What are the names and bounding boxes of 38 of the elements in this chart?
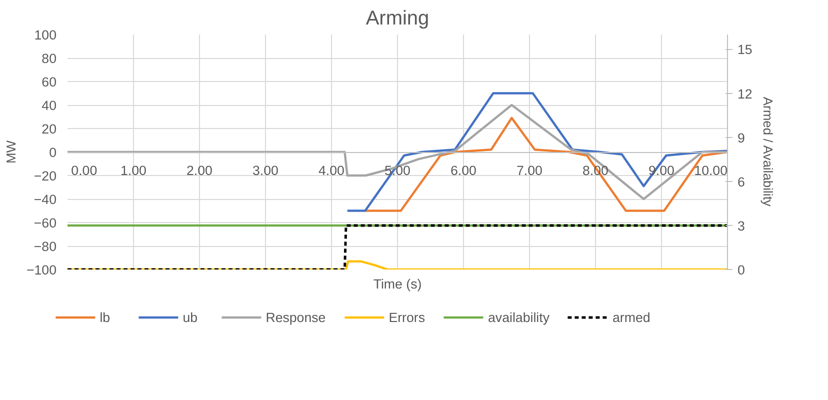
y2-axis-title: Armed / Availability [760,96,776,207]
y2-tick-label: 0 [738,262,745,278]
legend-label: lb [100,310,112,324]
y-axis-title: MW [3,140,18,164]
y-tick-label: −80 [34,239,56,254]
y-tick-label: 0 [49,145,57,160]
line-series [346,92,728,212]
y-tick-label: 40 [42,98,57,113]
y-tick-label: 80 [42,51,57,66]
y-tick-label: 60 [42,74,57,90]
legend-label: ub [182,310,199,324]
x-tick-label: 4.00 [318,163,344,178]
x-tick-label: 0.00 [71,163,98,178]
x-tick-label: 3.00 [252,163,278,178]
y2-tick-label: 15 [738,42,752,58]
x-tick-label: 1.00 [120,163,146,178]
legend-label: Response [266,310,326,324]
legend-label: availability [488,310,550,324]
x-tick-label: 2.00 [186,163,212,178]
legend-label: Errors [388,310,426,324]
x-tick-label: 6.00 [450,163,476,178]
y2-tick-label: 9 [738,130,745,146]
y-tick-label: 100 [34,28,57,42]
y-tick-label: 20 [42,122,57,136]
x-axis-title: Time (s) [373,276,422,292]
line-series [68,104,728,200]
y-tick-label: −20 [34,168,56,184]
y-tick-label: −100 [26,262,57,278]
y2-tick-label: 12 [738,86,752,102]
y-tick-label: −40 [34,192,56,207]
y-tick-label: −60 [34,216,56,230]
line-series [364,116,728,212]
legend-label: armed [612,310,650,324]
x-tick-label: 10.00 [694,163,728,178]
y2-tick-label: 3 [738,218,745,234]
y2-tick-label: 6 [738,174,745,190]
x-tick-label: 7.00 [516,163,542,178]
chart-title: Arming [366,8,430,30]
